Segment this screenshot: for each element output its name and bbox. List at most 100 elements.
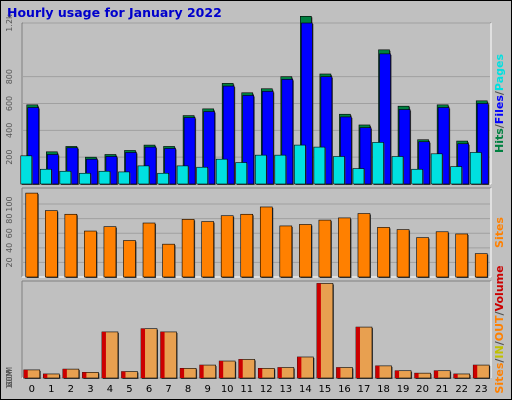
- x-tick-label-15: 15: [319, 384, 332, 395]
- bar-files-21: [437, 107, 450, 185]
- bar-files-19: [398, 109, 411, 185]
- bar-files-22: [457, 143, 469, 185]
- bar-volume-in-19: [395, 370, 400, 378]
- x-tick-label-0: 0: [29, 384, 35, 395]
- bar-volume-in-9: [199, 365, 204, 378]
- legend-entry-0-1: /: [493, 123, 506, 128]
- bar-volume-in-23: [473, 365, 478, 378]
- bar-pages-2: [59, 170, 72, 185]
- bar-files-13: [281, 79, 294, 185]
- bar-sites-14: [299, 224, 312, 278]
- bar-volume-in-6: [141, 328, 146, 378]
- legend-2: Sites/IN/OUT/Volume: [493, 265, 506, 393]
- y-tick-label-0-4: 1.2k: [5, 14, 14, 32]
- bar-files-4: [105, 156, 118, 185]
- x-tick-label-4: 4: [107, 384, 113, 395]
- bar-files-18: [379, 53, 391, 185]
- bar-sites-23: [474, 253, 488, 278]
- bar-volume-in-0: [23, 369, 28, 378]
- legend-entry-1-0: Sites: [493, 217, 506, 248]
- legend-entry-2-0: Sites: [493, 362, 506, 393]
- bar-sites-15: [318, 219, 332, 278]
- bar-files-0: [27, 107, 40, 185]
- plot-area-2: [22, 281, 491, 378]
- legend-entry-2-6: Volume: [493, 265, 506, 311]
- x-tick-label-10: 10: [221, 384, 234, 395]
- bar-volume-in-1: [43, 373, 48, 378]
- bar-sites-11: [240, 213, 254, 278]
- bar-sites-21: [435, 231, 449, 278]
- x-tick-label-20: 20: [416, 384, 429, 395]
- legend-entry-0-2: Files: [493, 95, 506, 125]
- legend-entry-2-2: IN: [493, 345, 506, 358]
- x-tick-label-6: 6: [146, 384, 152, 395]
- bar-pages-12: [254, 154, 267, 185]
- bar-volume-in-17: [355, 327, 360, 378]
- bar-volume-in-5: [121, 371, 126, 378]
- x-tick-label-17: 17: [358, 384, 371, 395]
- bar-volume-in-12: [258, 368, 263, 378]
- bar-pages-1: [40, 168, 52, 185]
- y-tick-label-2-0: 20M: [5, 369, 14, 386]
- bar-pages-5: [118, 171, 130, 185]
- x-tick-label-16: 16: [338, 384, 351, 395]
- bar-volume-in-14: [297, 356, 302, 378]
- bar-volume-in-15: [316, 283, 321, 378]
- bar-volume-in-8: [180, 368, 185, 378]
- x-tick-label-11: 11: [240, 384, 253, 395]
- bar-sites-20: [416, 237, 429, 278]
- x-tick-label-9: 9: [204, 384, 210, 395]
- bar-files-9: [203, 111, 215, 185]
- bar-volume-in-10: [219, 361, 224, 378]
- bar-sites-8: [181, 219, 195, 278]
- bar-files-14: [301, 22, 313, 185]
- bar-volume-in-22: [453, 373, 458, 378]
- bar-files-7: [164, 148, 176, 185]
- x-tick-label-22: 22: [455, 384, 468, 395]
- bar-pages-6: [137, 165, 150, 185]
- bar-sites-12: [259, 206, 273, 278]
- bar-pages-23: [469, 152, 482, 185]
- bar-pages-20: [411, 168, 423, 185]
- bar-sites-22: [455, 233, 468, 278]
- y-tick-label-1-3: 80: [5, 214, 14, 224]
- x-tick-label-2: 2: [68, 384, 74, 395]
- bar-sites-4: [103, 226, 117, 278]
- x-tick-label-7: 7: [165, 384, 171, 395]
- x-tick-label-23: 23: [475, 384, 488, 395]
- bar-pages-8: [176, 165, 189, 185]
- bar-pages-9: [196, 166, 208, 185]
- x-tick-label-14: 14: [299, 384, 312, 395]
- bar-sites-9: [201, 221, 214, 278]
- legend-entry-2-5: /: [493, 310, 506, 315]
- bar-pages-11: [235, 162, 248, 185]
- legend-entry-0-0: Hits: [493, 128, 506, 153]
- x-tick-label-21: 21: [436, 384, 449, 395]
- bar-files-20: [418, 141, 430, 185]
- bar-sites-13: [279, 225, 293, 278]
- y-tick-label-1-4: 100: [5, 196, 14, 211]
- y-tick-label-1-0: 20: [5, 257, 14, 267]
- bar-volume-in-20: [414, 373, 419, 378]
- bar-files-17: [359, 127, 372, 185]
- legend-entry-0-4: Pages: [493, 54, 506, 92]
- bar-pages-7: [157, 172, 169, 185]
- bar-sites-6: [142, 222, 156, 278]
- x-tick-label-1: 1: [48, 384, 54, 395]
- bar-volume-in-7: [160, 331, 165, 378]
- bar-files-23: [476, 103, 489, 185]
- y-tick-label-0-3: 800: [5, 69, 14, 84]
- x-tick-label-19: 19: [397, 384, 410, 395]
- bar-volume-in-16: [336, 367, 341, 378]
- bar-files-5: [125, 152, 137, 185]
- legend-entry-2-4: OUT: [493, 315, 506, 341]
- bar-pages-13: [274, 154, 287, 185]
- bar-volume-in-4: [101, 331, 106, 378]
- x-tick-label-5: 5: [126, 384, 132, 395]
- x-tick-label-3: 3: [87, 384, 93, 395]
- bar-files-12: [261, 91, 274, 185]
- bar-pages-18: [372, 142, 384, 185]
- bar-pages-17: [352, 168, 365, 185]
- legend-1: Sites: [493, 217, 506, 248]
- bar-files-11: [242, 95, 255, 185]
